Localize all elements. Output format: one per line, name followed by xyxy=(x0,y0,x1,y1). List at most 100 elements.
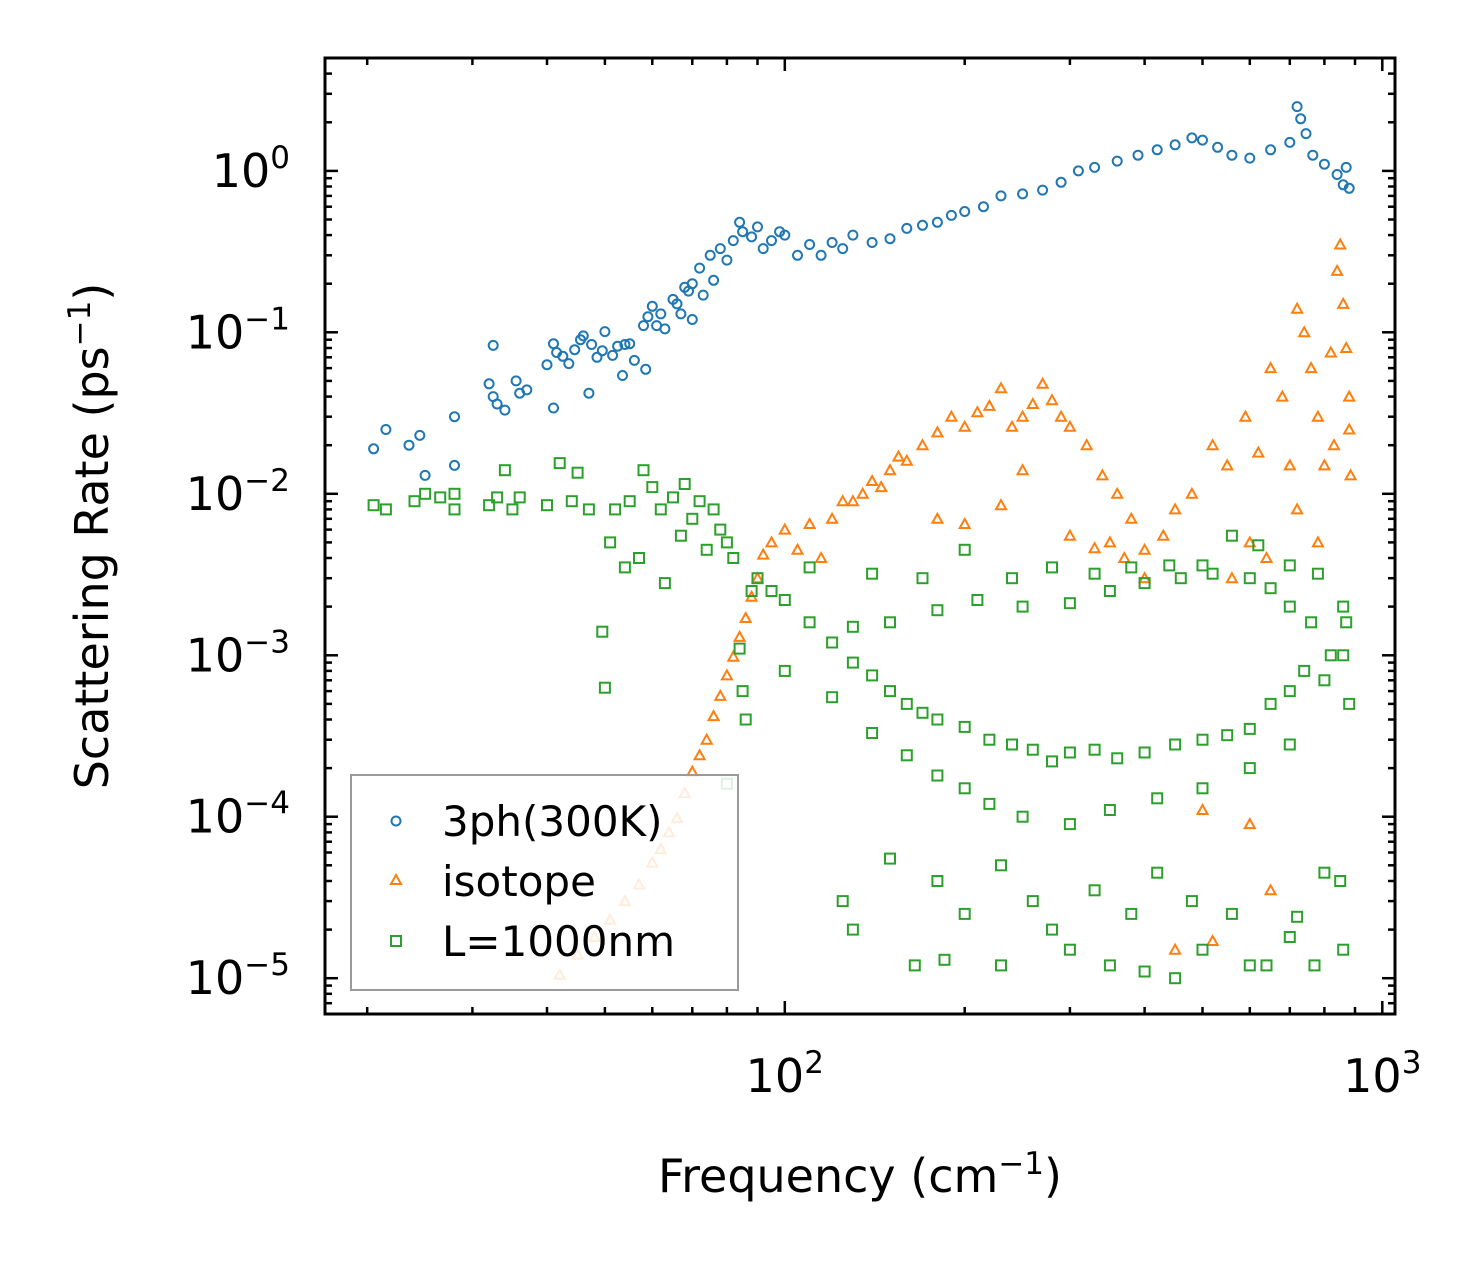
y-tick-label: 10−3 xyxy=(186,624,290,682)
data-point xyxy=(1264,697,1277,710)
data-point xyxy=(591,351,603,363)
data-point xyxy=(553,457,566,470)
y-tick-label: 10−5 xyxy=(186,947,290,1005)
legend-marker-3ph xyxy=(390,815,402,827)
data-point xyxy=(1168,502,1182,515)
data-point xyxy=(1305,616,1318,629)
data-point xyxy=(1063,746,1076,759)
data-point xyxy=(491,491,504,504)
data-point xyxy=(1037,184,1049,196)
data-point xyxy=(379,503,392,516)
data-point xyxy=(727,552,740,564)
series-0 xyxy=(368,101,1355,481)
axis-ticks: 102 103 100 10−1 10−2 10−3 10−4 10−5 xyxy=(186,58,1421,1103)
data-point xyxy=(1243,817,1257,830)
data-point xyxy=(1111,155,1123,167)
data-point xyxy=(1259,550,1274,563)
data-point xyxy=(1026,396,1040,409)
data-point xyxy=(693,495,706,508)
data-point xyxy=(563,358,575,370)
data-point xyxy=(557,350,569,362)
data-point xyxy=(994,498,1008,511)
data-point xyxy=(448,503,461,516)
data-point xyxy=(1046,923,1058,936)
data-point xyxy=(686,314,698,325)
data-point xyxy=(541,499,553,512)
data-point xyxy=(1169,139,1181,151)
data-point xyxy=(623,495,636,508)
data-point xyxy=(1333,237,1347,250)
data-point xyxy=(1168,942,1182,955)
data-point xyxy=(658,577,671,590)
data-point xyxy=(837,243,849,255)
data-point xyxy=(1243,722,1256,735)
data-point xyxy=(624,338,636,350)
data-point xyxy=(900,697,913,710)
data-point xyxy=(1290,502,1304,515)
data-point xyxy=(1297,325,1311,338)
data-point xyxy=(884,685,896,698)
data-point xyxy=(734,216,746,228)
legend-marker-isotope xyxy=(389,872,403,885)
data-point xyxy=(756,547,770,560)
data-point xyxy=(891,449,906,462)
data-point xyxy=(513,491,526,504)
data-point xyxy=(565,495,578,508)
data-point xyxy=(1284,136,1296,148)
data-point xyxy=(1304,361,1318,374)
data-point xyxy=(708,274,720,286)
data-point xyxy=(408,495,421,508)
y-tick-label: 100 xyxy=(212,140,290,198)
data-point xyxy=(836,494,850,507)
data-point xyxy=(582,503,595,516)
data-point xyxy=(1225,571,1239,584)
data-point xyxy=(1103,804,1116,816)
data-point xyxy=(1006,738,1018,751)
data-point xyxy=(1243,572,1256,585)
legend-marker-boundary xyxy=(390,935,402,947)
data-point xyxy=(1169,738,1182,751)
data-point xyxy=(751,572,764,585)
data-point xyxy=(874,480,888,493)
data-point xyxy=(766,235,777,247)
data-point xyxy=(609,503,622,516)
data-point xyxy=(721,254,733,266)
data-point xyxy=(1251,445,1265,458)
data-point xyxy=(1132,149,1144,161)
data-point xyxy=(686,512,699,525)
data-point xyxy=(931,216,943,228)
data-point xyxy=(1088,567,1101,580)
data-point xyxy=(1151,144,1163,156)
data-point xyxy=(638,320,649,332)
data-point xyxy=(826,691,839,704)
plot-frame xyxy=(323,56,1397,1016)
data-point xyxy=(1342,422,1356,435)
data-point xyxy=(825,511,839,524)
data-point xyxy=(1283,931,1296,943)
data-point xyxy=(778,664,791,677)
data-point xyxy=(846,494,860,507)
data-point xyxy=(498,464,511,477)
data-point xyxy=(1055,176,1067,188)
data-point xyxy=(958,516,972,529)
data-point xyxy=(1117,550,1131,563)
data-point xyxy=(1275,389,1289,402)
data-point xyxy=(1026,895,1039,908)
data-point xyxy=(726,649,740,662)
data-point xyxy=(1265,144,1277,156)
data-point xyxy=(1063,818,1076,831)
data-point xyxy=(720,536,733,549)
data-point xyxy=(1016,810,1029,823)
data-point xyxy=(915,438,930,451)
data-point xyxy=(1283,559,1296,572)
data-point xyxy=(1196,559,1209,572)
data-point xyxy=(714,243,726,255)
data-point xyxy=(727,235,739,247)
data-point xyxy=(618,561,631,574)
data-point xyxy=(1308,959,1321,972)
data-point xyxy=(1340,616,1353,629)
data-point xyxy=(792,249,803,261)
data-point xyxy=(1046,755,1058,768)
data-point xyxy=(1307,149,1319,161)
data-point xyxy=(750,571,765,584)
